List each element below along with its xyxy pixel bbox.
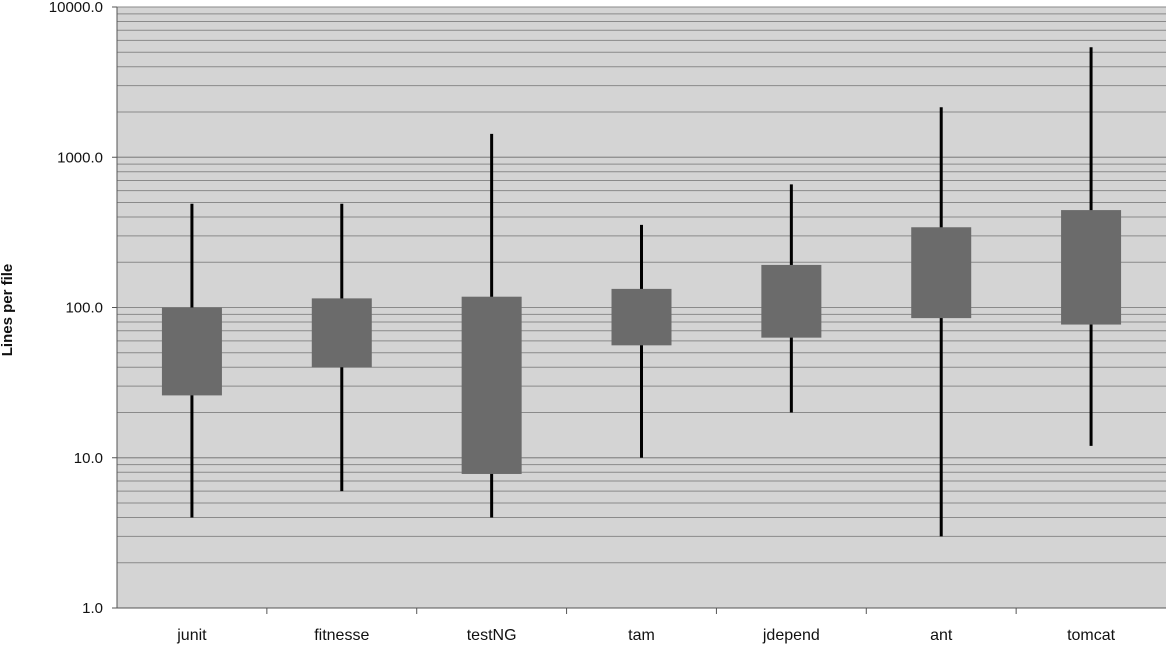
y-ticks: 1.0 10.0 100.0 1000.0 10000.0 [49,0,117,617]
x-tick-label: fitnesse [314,627,369,644]
x-ticks: junit fitnesse testNG tam jdepend ant tomcat [176,608,1116,644]
boxes [161,47,1122,537]
x-tick-label: tomcat [1067,627,1116,644]
x-tick-label: jdepend [762,627,820,644]
box-ant [911,227,972,319]
box-testNG [461,296,522,474]
y-axis-title: Lines per file [0,264,16,357]
box-jdepend [761,264,822,338]
y-tick-label: 100.0 [65,300,103,317]
box-junit [161,307,222,396]
box-fitnesse [311,298,372,368]
y-tick-label: 10.0 [74,450,103,467]
x-tick-label: tam [628,627,655,644]
box-tam [611,288,672,346]
y-tick-label: 1000.0 [57,149,103,166]
x-tick-label: junit [176,627,207,644]
y-tick-label: 1.0 [82,600,103,617]
box-tomcat [1061,210,1122,325]
y-tick-label: 10000.0 [49,0,103,16]
x-tick-label: ant [930,627,953,644]
x-tick-label: testNG [467,627,517,644]
